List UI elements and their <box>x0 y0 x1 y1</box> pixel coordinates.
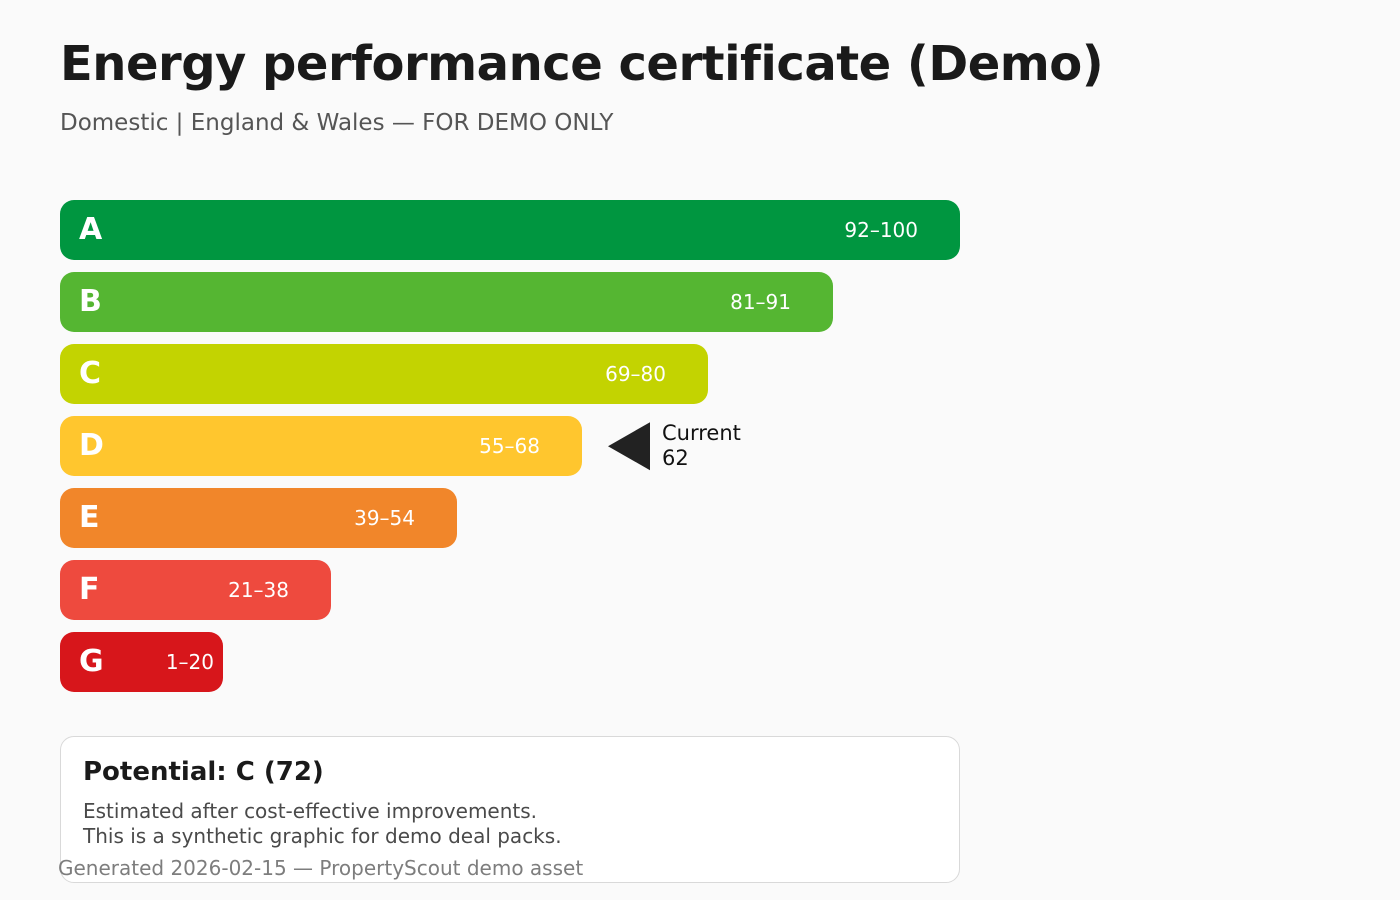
generated-footer-note: Generated 2026-02-15 — PropertyScout dem… <box>58 856 584 880</box>
epc-band-range: 69–80 <box>605 362 666 386</box>
left-arrow-icon <box>608 422 650 470</box>
epc-band-range: 39–54 <box>354 506 415 530</box>
epc-band-letter: B <box>79 284 102 319</box>
potential-description-line2: This is a synthetic graphic for demo dea… <box>83 824 562 849</box>
epc-band-bar-c: C 69–80 <box>60 344 708 404</box>
epc-band-bar-a: A 92–100 <box>60 200 960 260</box>
epc-band-bar-d: D 55–68 <box>60 416 582 476</box>
epc-band-bar-g: G 1–20 <box>60 632 223 692</box>
header: Energy performance certificate (Demo) Do… <box>60 36 1104 136</box>
potential-description-line1: Estimated after cost-effective improveme… <box>83 799 538 823</box>
page-title: Energy performance certificate (Demo) <box>60 36 1104 92</box>
epc-band-letter: G <box>79 644 104 679</box>
epc-band-row-c: C 69–80 <box>60 344 1060 404</box>
epc-band-range: 1–20 <box>165 650 214 674</box>
epc-band-range: 21–38 <box>228 578 289 602</box>
current-rating-label: Current 62 <box>662 421 741 471</box>
epc-band-row-e: E 39–54 <box>60 488 1060 548</box>
page-subtitle: Domestic | England & Wales — FOR DEMO ON… <box>60 110 614 136</box>
epc-band-bar-b: B 81–91 <box>60 272 833 332</box>
epc-band-letter: F <box>79 572 100 607</box>
potential-heading: Potential: C (72) <box>83 757 324 787</box>
epc-rating-chart: A 92–100 B 81–91 C 69–80 D 55–68 Current 62 E 39–54… <box>60 200 1060 704</box>
epc-band-letter: E <box>79 500 100 535</box>
epc-band-bar-e: E 39–54 <box>60 488 457 548</box>
current-value-text: 62 <box>662 446 689 470</box>
epc-band-letter: D <box>79 428 104 463</box>
epc-band-row-f: F 21–38 <box>60 560 1060 620</box>
epc-band-row-g: G 1–20 <box>60 632 1060 692</box>
current-rating-marker: Current 62 <box>608 421 741 471</box>
potential-rating-box: Potential: C (72) Estimated after cost-e… <box>60 736 960 883</box>
epc-band-letter: C <box>79 356 102 391</box>
epc-band-range: 81–91 <box>730 290 791 314</box>
current-label-text: Current <box>662 421 741 446</box>
epc-band-range: 55–68 <box>479 434 540 458</box>
epc-band-row-d: D 55–68 Current 62 <box>60 416 1060 476</box>
epc-band-range: 92–100 <box>844 218 918 242</box>
epc-band-letter: A <box>79 212 103 247</box>
epc-band-row-b: B 81–91 <box>60 272 1060 332</box>
epc-band-row-a: A 92–100 <box>60 200 1060 260</box>
epc-band-bar-f: F 21–38 <box>60 560 331 620</box>
